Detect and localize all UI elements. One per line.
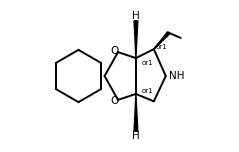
Polygon shape (154, 32, 170, 49)
Text: O: O (110, 96, 119, 106)
Polygon shape (134, 94, 138, 131)
Text: H: H (132, 131, 140, 141)
Text: or1: or1 (141, 88, 153, 94)
Text: or1: or1 (156, 44, 168, 50)
Text: NH: NH (169, 71, 185, 81)
Text: H: H (132, 11, 140, 21)
Text: O: O (110, 46, 119, 56)
Text: or1: or1 (141, 60, 153, 66)
Polygon shape (134, 21, 138, 58)
